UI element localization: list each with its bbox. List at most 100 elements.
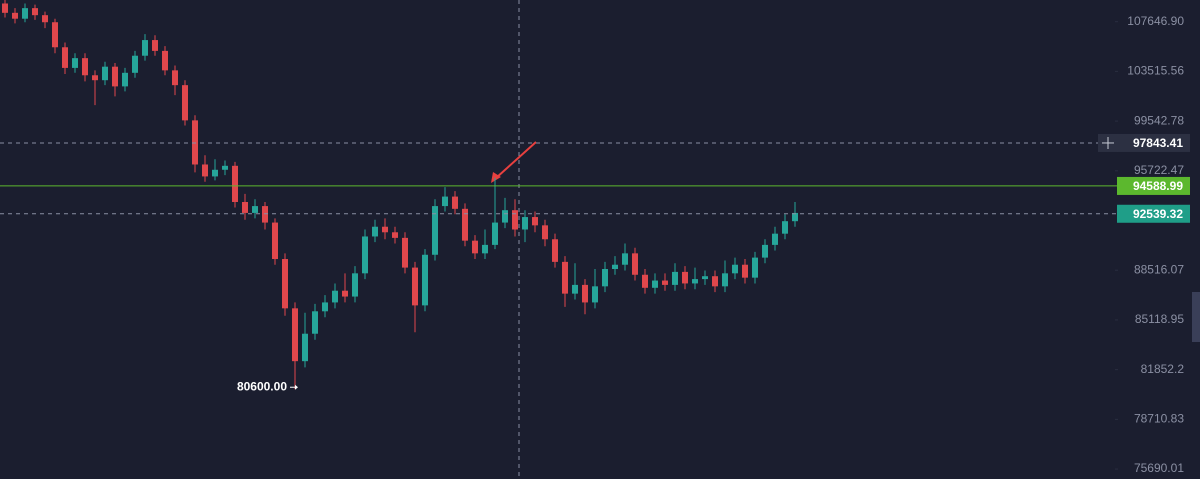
y-tick-label: 75690.01 [1134,461,1184,475]
candle-body [292,308,298,362]
candle-body [262,206,268,223]
candle-body [362,236,368,274]
candle-body [12,12,18,19]
candle-body [132,55,138,73]
low-label: 80600.00 [237,379,287,393]
candle-body [92,75,98,81]
price-badge-label: 97843.41 [1133,136,1183,150]
annotation-arrow-head [491,172,501,183]
candle-body [392,232,398,238]
candle-body [372,226,378,237]
candle-body [592,286,598,303]
candle-body [762,244,768,258]
candle-body [742,264,748,278]
candle-body [572,284,578,294]
candle-body [42,15,48,23]
candle-body [482,244,488,254]
candle-body [242,202,248,213]
candle-body [322,302,328,312]
side-tab[interactable] [1192,292,1200,342]
candle-body [682,271,688,284]
price-badge [1117,204,1190,223]
candle-body [672,271,678,285]
candle-body [552,239,558,262]
candle-body [162,50,168,71]
candle-body [22,8,28,19]
candle-body [172,70,178,86]
candle-body [522,217,528,230]
candle-body [202,164,208,177]
candle-body [462,208,468,241]
candle-body [792,212,798,222]
y-tick-label: 99542.78 [1134,113,1184,127]
y-tick-label: 88516.07 [1134,262,1184,276]
candle-body [712,276,718,287]
candle-body [622,253,628,265]
candle-body [612,264,618,270]
candle-body [752,257,758,278]
candle-body [642,274,648,288]
candle-body [562,261,568,294]
candle-body [342,290,348,297]
price-badge [1117,176,1190,195]
candle-body [492,222,498,245]
candle-body [52,22,58,48]
low-arrow-head [295,384,298,390]
candle-body [772,233,778,245]
candle-body [412,267,418,306]
candle-body [252,206,258,213]
price-badge [1117,133,1190,152]
y-tick-label: 107646.90 [1127,14,1184,28]
candle-body [532,217,538,226]
candle-body [502,210,508,223]
candle-body [382,226,388,233]
candle-body [512,210,518,230]
y-tick-label: 103515.56 [1127,64,1184,78]
candle-body [212,169,218,177]
candle-body [142,40,148,56]
candle-body [542,225,548,240]
candle-body [232,165,238,203]
candle-body [702,276,708,280]
price-badge-label: 92539.32 [1133,207,1183,221]
candle-body [112,66,118,87]
candle-body [62,47,68,68]
candle-body [272,222,278,260]
candle-body [732,264,738,274]
candle-body [602,269,608,287]
candle-body [662,280,668,285]
candle-body [652,280,658,288]
candle-body [2,3,8,13]
price-badge-label: 94588.99 [1133,179,1183,193]
candle-body [582,284,588,303]
candle-body [472,240,478,254]
candle-body [692,279,698,284]
candle-body [782,221,788,234]
y-tick-label: 85118.95 [1135,312,1184,326]
candle-body [442,196,448,207]
candle-body [352,273,358,297]
candle-body [722,273,728,287]
candle-body [452,196,458,209]
candle-body [332,290,338,303]
y-tick-label: 95722.47 [1134,163,1184,177]
candle-body [302,333,308,362]
candle-body [312,311,318,334]
candle-body [192,120,198,165]
y-tick-label: 78710.83 [1134,412,1184,426]
candle-body [222,165,228,170]
candle-body [182,85,188,121]
candle-body [102,66,108,81]
annotation-arrow [495,141,537,179]
candle-body [422,254,428,306]
candle-body [432,206,438,255]
candle-body [402,237,408,268]
candle-body [82,58,88,76]
candle-body [632,253,638,275]
candle-body [72,58,78,68]
candle-body [282,259,288,309]
candle-body [32,8,38,16]
